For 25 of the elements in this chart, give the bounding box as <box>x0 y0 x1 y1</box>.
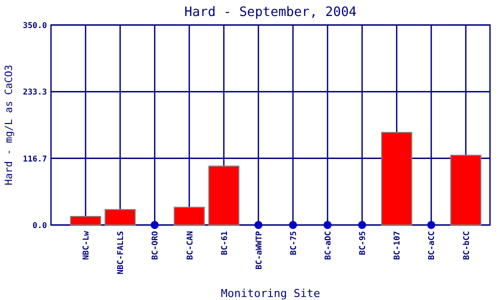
y-tick-label: 0.0 <box>32 221 48 230</box>
bar <box>174 206 205 226</box>
y-tick-label: 350.0 <box>22 21 48 30</box>
bar <box>104 209 136 226</box>
x-tick-label: BC-61 <box>220 230 229 256</box>
x-tick-label: BC-aDC <box>324 230 333 260</box>
x-tick-label: BC-aCC <box>427 230 436 260</box>
y-tick-label: 116.7 <box>22 154 48 164</box>
y-tick-label: 233.3 <box>22 88 48 97</box>
x-tick-label: BC-CAN <box>185 230 194 260</box>
bar <box>381 132 412 226</box>
bar <box>70 216 102 226</box>
bar <box>208 166 240 226</box>
x-tick-label: BC-107 <box>392 230 402 260</box>
x-tick-label: BC-aWWTP <box>254 230 264 270</box>
x-tick-label: NBC-Lw <box>82 230 91 260</box>
x-tick-label: BC-95 <box>358 230 368 256</box>
x-tick-label: BC-ORO <box>150 230 160 260</box>
x-tick-label: BC-75 <box>288 230 298 256</box>
y-axis-title: Hard - mg/L as CaCO3 <box>4 64 15 186</box>
x-tick-label: NBC-FALLS <box>116 230 126 274</box>
bar <box>450 154 482 226</box>
chart-title: Hard - September, 2004 <box>184 5 357 20</box>
x-tick-label: BC-bCC <box>462 230 471 260</box>
x-axis-title: Monitoring Site <box>220 287 320 300</box>
